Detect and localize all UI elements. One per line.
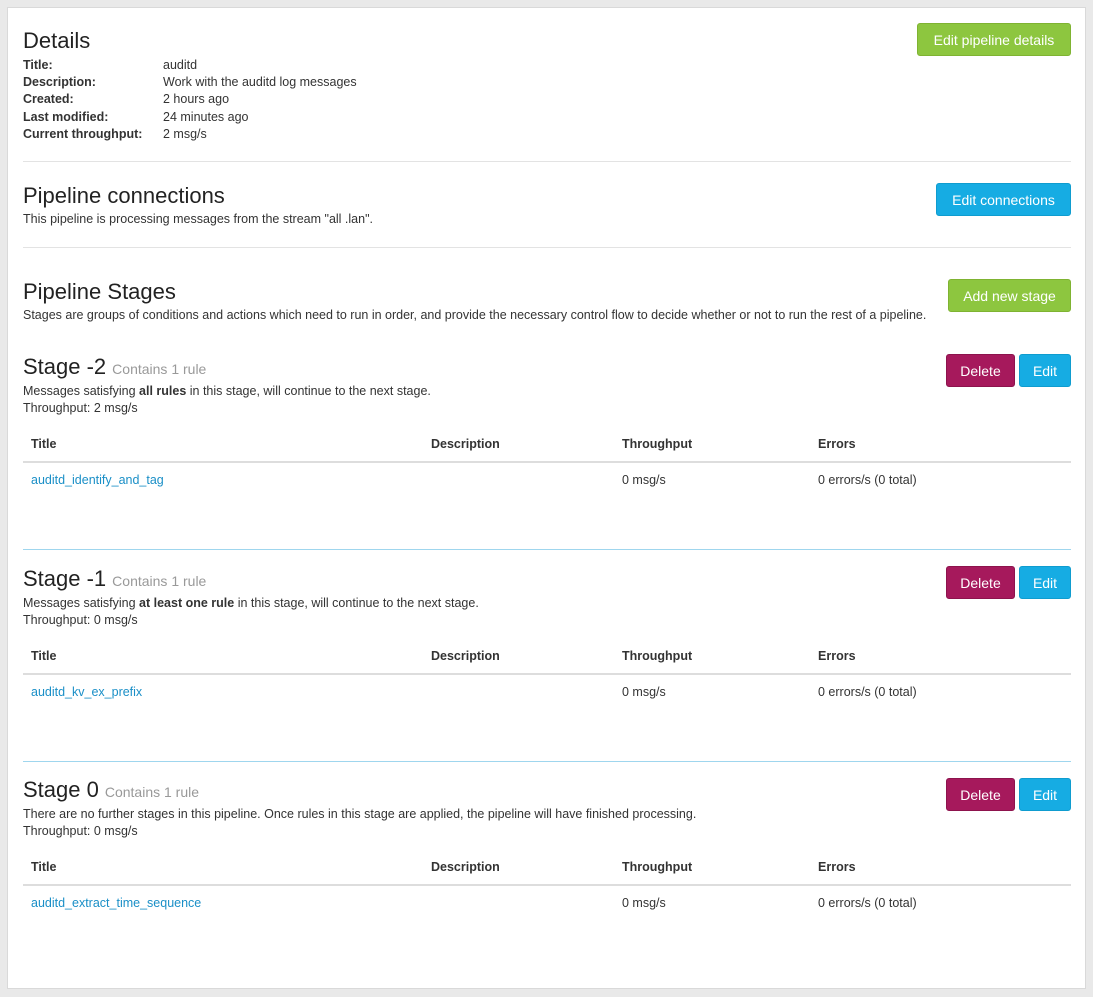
column-header-title[interactable]: Title xyxy=(23,426,423,463)
table-row: auditd_kv_ex_prefix 0 msg/s 0 errors/s (… xyxy=(23,674,1071,708)
add-new-stage-button[interactable]: Add new stage xyxy=(948,279,1071,312)
stage-title: Stage -1 Contains 1 rule xyxy=(23,566,206,592)
stage-desc-text: in this stage, will continue to the next… xyxy=(186,384,431,398)
stage-title: Stage -2 Contains 1 rule xyxy=(23,354,206,380)
details-row-title: Title: auditd xyxy=(23,57,623,74)
column-header-description[interactable]: Description xyxy=(423,426,614,463)
rule-throughput: 0 msg/s xyxy=(622,895,666,910)
stage-desc-text: Messages satisfying xyxy=(23,596,140,610)
stages-heading: Pipeline Stages xyxy=(23,279,176,304)
details-heading: Details xyxy=(23,28,91,53)
stage-desc-text: Messages satisfying xyxy=(23,384,140,398)
stage-rule-count: Contains 1 rule xyxy=(104,784,200,800)
details-row-created: Created: 2 hours ago xyxy=(23,91,623,108)
table-header-row: Title Description Throughput Errors xyxy=(23,638,1071,675)
stage-desc-bold: all rules xyxy=(139,384,187,398)
stage-description: Messages satisfying all rules in this st… xyxy=(23,383,431,399)
column-header-errors[interactable]: Errors xyxy=(810,426,1071,463)
stage-desc-text: in this stage, will continue to the next… xyxy=(234,596,479,610)
delete-stage-button[interactable]: Delete xyxy=(946,566,1015,599)
details-row-throughput: Current throughput: 2 msg/s xyxy=(23,126,623,143)
column-header-description[interactable]: Description xyxy=(423,638,614,675)
details-row-description: Description: Work with the auditd log mes… xyxy=(23,74,623,91)
column-header-description[interactable]: Description xyxy=(423,849,614,886)
column-header-errors[interactable]: Errors xyxy=(810,849,1071,886)
rules-table: Title Description Throughput Errors audi… xyxy=(23,638,1071,708)
details-value: auditd xyxy=(163,58,198,72)
stage-name: Stage -2 xyxy=(23,354,107,379)
stage-throughput: Throughput: 0 msg/s xyxy=(23,824,138,838)
rule-errors: 0 errors/s (0 total) xyxy=(818,684,917,699)
column-header-throughput[interactable]: Throughput xyxy=(614,426,810,463)
connections-heading: Pipeline connections xyxy=(23,183,225,208)
rule-throughput: 0 msg/s xyxy=(622,684,666,699)
column-header-throughput[interactable]: Throughput xyxy=(614,849,810,886)
edit-connections-button[interactable]: Edit connections xyxy=(936,183,1071,216)
section-divider xyxy=(23,247,1071,248)
stage-desc-text: There are no further stages in this pipe… xyxy=(23,807,697,821)
details-label: Description: xyxy=(23,75,96,90)
stage-divider xyxy=(23,549,1071,550)
stage-desc-bold: at least one rule xyxy=(139,596,235,610)
rule-link[interactable]: auditd_extract_time_sequence xyxy=(31,895,202,910)
column-header-errors[interactable]: Errors xyxy=(810,638,1071,675)
stage-divider xyxy=(23,761,1071,762)
stage-description: Messages satisfying at least one rule in… xyxy=(23,595,479,611)
edit-stage-button[interactable]: Edit xyxy=(1019,778,1071,811)
details-row-last-modified: Last modified: 24 minutes ago xyxy=(23,109,623,126)
delete-stage-button[interactable]: Delete xyxy=(946,354,1015,387)
details-value: 24 minutes ago xyxy=(163,109,249,124)
details-value: 2 hours ago xyxy=(163,92,230,107)
edit-pipeline-details-button[interactable]: Edit pipeline details xyxy=(917,23,1071,56)
rule-link[interactable]: auditd_kv_ex_prefix xyxy=(31,684,143,699)
rule-throughput: 0 msg/s xyxy=(622,472,666,487)
rule-link[interactable]: auditd_identify_and_tag xyxy=(31,472,164,487)
stage-name: Stage -1 xyxy=(23,566,107,591)
edit-stage-button[interactable]: Edit xyxy=(1019,354,1071,387)
delete-stage-button[interactable]: Delete xyxy=(946,778,1015,811)
stage-title: Stage 0 Contains 1 rule xyxy=(23,777,199,803)
details-label: Last modified: xyxy=(23,109,109,124)
rules-table: Title Description Throughput Errors audi… xyxy=(23,849,1071,919)
pipeline-panel: Details Edit pipeline details Title: audi… xyxy=(7,7,1086,989)
details-label: Title: xyxy=(23,58,53,72)
column-header-throughput[interactable]: Throughput xyxy=(614,638,810,675)
column-header-title[interactable]: Title xyxy=(23,638,423,675)
table-row: auditd_extract_time_sequence 0 msg/s 0 e… xyxy=(23,885,1071,919)
details-value: Work with the auditd log messages xyxy=(163,75,357,90)
connections-text: This pipeline is processing messages fro… xyxy=(23,212,373,226)
rule-errors: 0 errors/s (0 total) xyxy=(818,472,917,487)
rule-description xyxy=(423,674,614,708)
table-header-row: Title Description Throughput Errors xyxy=(23,849,1071,886)
rule-description xyxy=(423,885,614,919)
column-header-title[interactable]: Title xyxy=(23,849,423,886)
edit-stage-button[interactable]: Edit xyxy=(1019,566,1071,599)
stage-rule-count: Contains 1 rule xyxy=(112,573,207,589)
stage-rule-count: Contains 1 rule xyxy=(112,361,207,377)
table-row: auditd_identify_and_tag 0 msg/s 0 errors… xyxy=(23,462,1071,496)
details-value: 2 msg/s xyxy=(163,126,207,141)
rules-table: Title Description Throughput Errors audi… xyxy=(23,426,1071,496)
details-label: Current throughput: xyxy=(23,126,143,141)
rule-errors: 0 errors/s (0 total) xyxy=(818,895,917,910)
section-divider xyxy=(23,161,1071,162)
stage-description: There are no further stages in this pipe… xyxy=(23,806,696,822)
details-label: Created: xyxy=(23,92,74,107)
stage-throughput: Throughput: 0 msg/s xyxy=(23,613,138,627)
stage-name: Stage 0 xyxy=(23,777,99,802)
stages-description: Stages are groups of conditions and acti… xyxy=(23,308,927,322)
rule-description xyxy=(423,462,614,496)
details-list: Title: auditd Description: Work with the a… xyxy=(23,57,623,143)
stage-throughput: Throughput: 2 msg/s xyxy=(23,401,138,415)
table-header-row: Title Description Throughput Errors xyxy=(23,426,1071,463)
